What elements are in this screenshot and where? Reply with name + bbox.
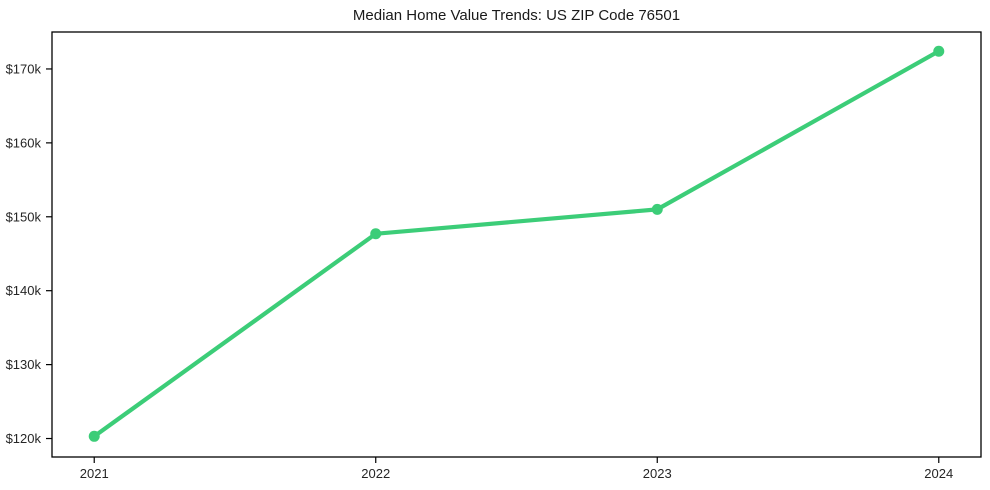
x-tick-label: 2023 bbox=[643, 466, 672, 481]
x-tick-label: 2021 bbox=[80, 466, 109, 481]
plot-border bbox=[51, 31, 982, 458]
x-tick-label: 2024 bbox=[924, 466, 953, 481]
trend-line bbox=[92, 49, 941, 439]
y-tick-label: $170k bbox=[6, 61, 42, 76]
data-point-marker bbox=[88, 430, 100, 442]
x-tick-label: 2022 bbox=[361, 466, 390, 481]
y-tick-label: $120k bbox=[6, 431, 42, 446]
data-point-marker bbox=[933, 45, 945, 57]
y-tick-label: $160k bbox=[6, 135, 42, 150]
data-point-marker bbox=[651, 203, 663, 215]
y-tick-label: $130k bbox=[6, 357, 42, 372]
y-tick-label: $140k bbox=[6, 283, 42, 298]
y-tick-label: $150k bbox=[6, 209, 42, 224]
chart-title: Median Home Value Trends: US ZIP Code 76… bbox=[352, 7, 681, 24]
data-point-marker bbox=[370, 228, 382, 240]
